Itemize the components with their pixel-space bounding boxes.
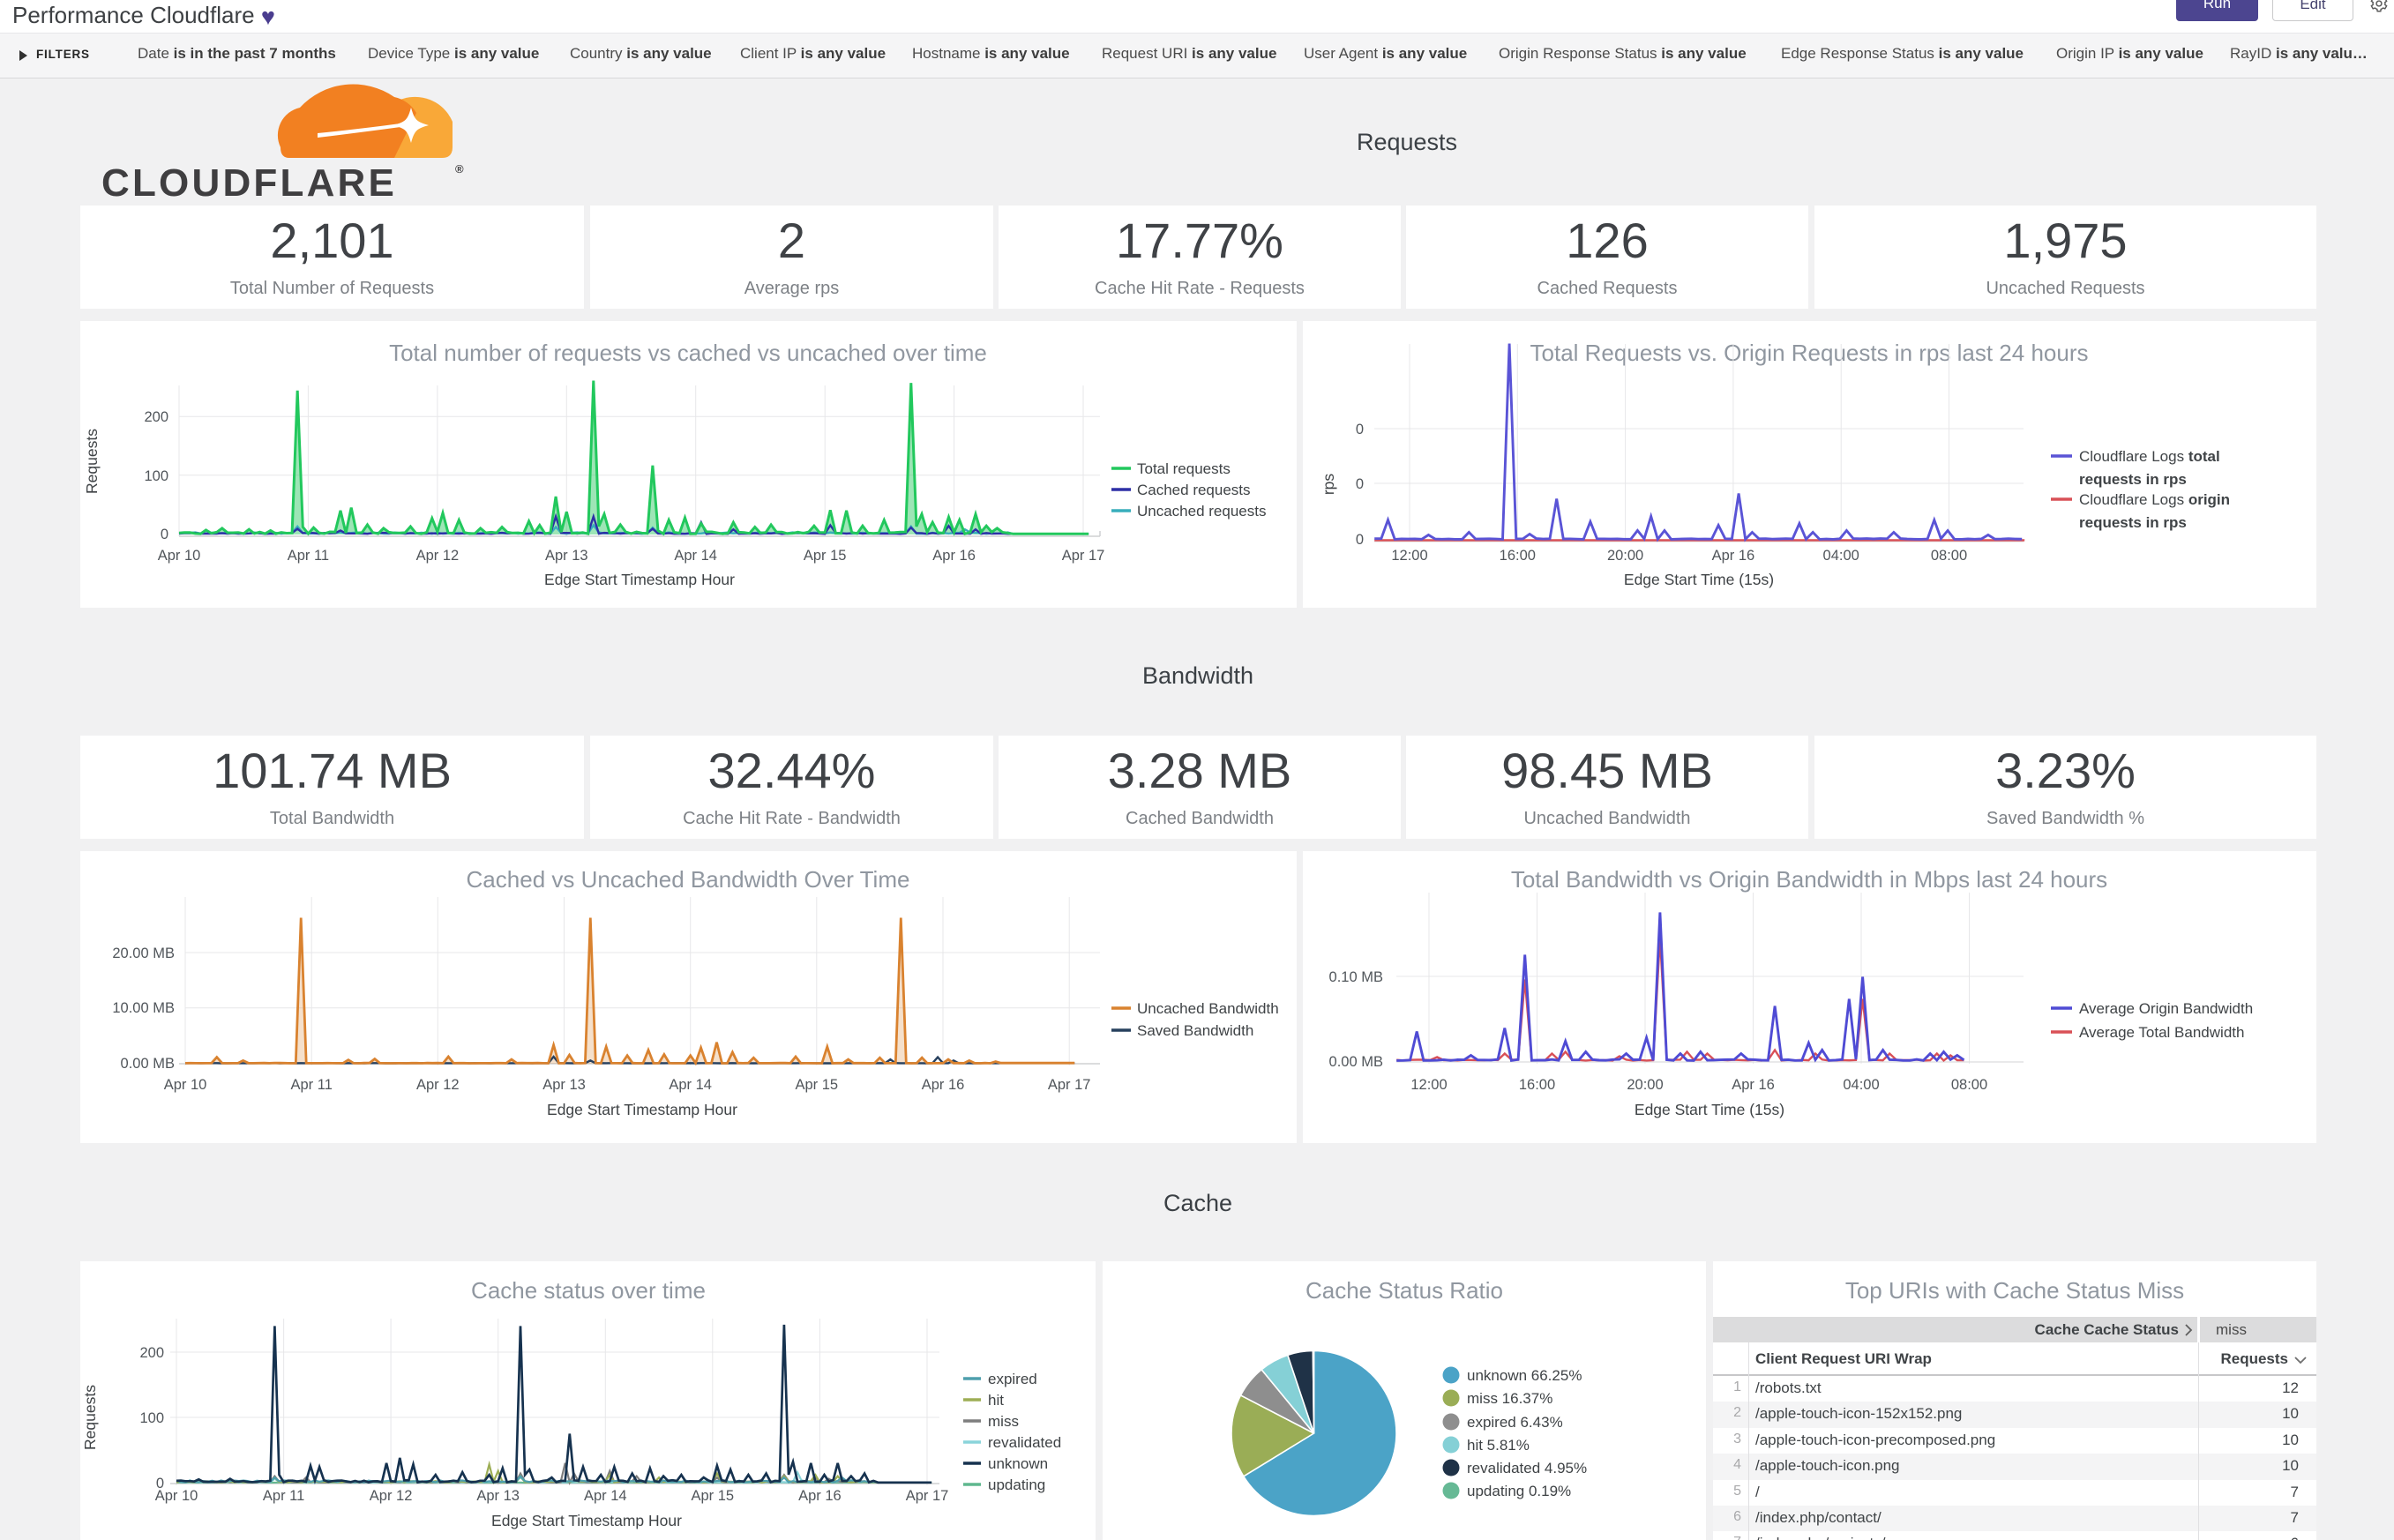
svg-text:®: ® <box>455 162 464 176</box>
svg-text:Edge Start Time (15s): Edge Start Time (15s) <box>1635 1101 1784 1118</box>
svg-text:20.00 MB: 20.00 MB <box>112 946 175 961</box>
svg-text:10.00 MB: 10.00 MB <box>112 1000 175 1016</box>
svg-text:requests in rps: requests in rps <box>2079 471 2187 488</box>
svg-text:Apr 16: Apr 16 <box>1732 1077 1775 1093</box>
svg-text:miss 16.37%: miss 16.37% <box>1467 1390 1552 1407</box>
svg-text:Average Total Bandwidth: Average Total Bandwidth <box>2079 1024 2244 1041</box>
svg-text:16:00: 16:00 <box>1500 548 1536 564</box>
svg-text:Apr 10: Apr 10 <box>155 1488 198 1504</box>
svg-text:Total requests: Total requests <box>1137 460 1231 477</box>
svg-text:100: 100 <box>144 468 168 484</box>
svg-text:Saved Bandwidth: Saved Bandwidth <box>1137 1022 1253 1039</box>
svg-text:Top URIs with Cache Status Mis: Top URIs with Cache Status Miss <box>1845 1277 2184 1304</box>
svg-text:0.00 MB: 0.00 MB <box>1329 1054 1383 1070</box>
svg-text:Apr 13: Apr 13 <box>542 1077 586 1093</box>
svg-text:Apr 14: Apr 14 <box>674 548 717 564</box>
svg-text:Cloudflare Logs origin: Cloudflare Logs origin <box>2079 491 2230 508</box>
svg-text:Total Requests vs. Origin Requ: Total Requests vs. Origin Requests in rp… <box>1530 340 2089 366</box>
svg-text:0: 0 <box>156 1476 164 1491</box>
svg-text:100: 100 <box>139 1410 164 1426</box>
svg-text:Uncached requests: Uncached requests <box>1137 503 1266 520</box>
svg-text:Apr 13: Apr 13 <box>476 1488 520 1504</box>
svg-text:Apr 16: Apr 16 <box>798 1488 842 1504</box>
svg-text:Apr 15: Apr 15 <box>795 1077 838 1093</box>
svg-text:Edge Start Timestamp Hour: Edge Start Timestamp Hour <box>491 1512 682 1529</box>
svg-text:0: 0 <box>1356 476 1364 492</box>
svg-text:Apr 11: Apr 11 <box>291 1077 333 1093</box>
svg-text:0.10 MB: 0.10 MB <box>1329 969 1383 985</box>
svg-text:Total Bandwidth vs Origin Band: Total Bandwidth vs Origin Bandwidth in M… <box>1511 866 2107 893</box>
svg-text:Apr 15: Apr 15 <box>804 548 847 564</box>
svg-text:Apr 13: Apr 13 <box>545 548 588 564</box>
svg-text:hit 5.81%: hit 5.81% <box>1467 1437 1530 1454</box>
svg-text:16:00: 16:00 <box>1519 1077 1555 1093</box>
svg-text:0.00 MB: 0.00 MB <box>121 1056 175 1072</box>
svg-text:Edge Start Timestamp Hour: Edge Start Timestamp Hour <box>547 1101 737 1118</box>
svg-text:12:00: 12:00 <box>1410 1077 1447 1093</box>
svg-text:Cache Status Ratio: Cache Status Ratio <box>1305 1277 1503 1304</box>
svg-text:Total number of requests vs ca: Total number of requests vs cached vs un… <box>389 340 987 366</box>
svg-text:20:00: 20:00 <box>1607 548 1643 564</box>
svg-text:updating: updating <box>988 1476 1045 1493</box>
svg-text:revalidated 4.95%: revalidated 4.95% <box>1467 1460 1587 1476</box>
svg-text:0: 0 <box>161 527 168 542</box>
svg-text:Apr 16: Apr 16 <box>1712 548 1755 564</box>
svg-text:Apr 17: Apr 17 <box>1062 548 1105 564</box>
svg-text:12:00: 12:00 <box>1391 548 1427 564</box>
svg-text:unknown 66.25%: unknown 66.25% <box>1467 1367 1582 1384</box>
svg-text:Apr 17: Apr 17 <box>1048 1077 1091 1093</box>
svg-text:Cached requests: Cached requests <box>1137 482 1251 498</box>
svg-text:expired 6.43%: expired 6.43% <box>1467 1414 1563 1431</box>
svg-text:0: 0 <box>1356 532 1364 548</box>
svg-text:CLOUDFLARE: CLOUDFLARE <box>101 161 397 203</box>
svg-text:hit: hit <box>988 1392 1004 1409</box>
svg-text:Cache status over time: Cache status over time <box>471 1277 706 1304</box>
svg-text:20:00: 20:00 <box>1627 1077 1663 1093</box>
svg-text:Apr 16: Apr 16 <box>932 548 976 564</box>
svg-text:04:00: 04:00 <box>1823 548 1859 564</box>
svg-text:0: 0 <box>1356 422 1364 437</box>
svg-text:expired: expired <box>988 1371 1037 1387</box>
svg-text:Apr 17: Apr 17 <box>906 1488 949 1504</box>
svg-text:Apr 14: Apr 14 <box>669 1077 712 1093</box>
svg-text:Apr 14: Apr 14 <box>584 1488 627 1504</box>
svg-text:Requests: Requests <box>81 1385 99 1450</box>
svg-text:Apr 12: Apr 12 <box>370 1488 413 1504</box>
svg-text:Apr 12: Apr 12 <box>416 1077 460 1093</box>
svg-text:Cached vs Uncached Bandwidth O: Cached vs Uncached Bandwidth Over Time <box>467 866 910 893</box>
svg-text:rps: rps <box>1320 474 1337 496</box>
svg-text:Cloudflare Logs total: Cloudflare Logs total <box>2079 448 2220 465</box>
svg-text:Apr 11: Apr 11 <box>263 1488 304 1504</box>
svg-text:08:00: 08:00 <box>1951 1077 1987 1093</box>
svg-text:updating 0.19%: updating 0.19% <box>1467 1483 1571 1499</box>
svg-text:Apr 15: Apr 15 <box>691 1488 734 1504</box>
svg-text:Average Origin Bandwidth: Average Origin Bandwidth <box>2079 1000 2253 1017</box>
svg-text:200: 200 <box>139 1345 164 1361</box>
svg-text:Apr 11: Apr 11 <box>288 548 329 564</box>
svg-text:Apr 16: Apr 16 <box>922 1077 965 1093</box>
svg-text:200: 200 <box>144 409 168 425</box>
svg-text:Edge Start Timestamp Hour: Edge Start Timestamp Hour <box>544 571 735 588</box>
svg-text:Edge Start Time (15s): Edge Start Time (15s) <box>1624 571 1774 588</box>
svg-text:revalidated: revalidated <box>988 1434 1061 1451</box>
svg-text:unknown: unknown <box>988 1455 1048 1472</box>
svg-text:miss: miss <box>988 1413 1019 1430</box>
svg-text:Uncached Bandwidth: Uncached Bandwidth <box>1137 1000 1279 1017</box>
svg-text:Apr 10: Apr 10 <box>164 1077 207 1093</box>
svg-text:requests in rps: requests in rps <box>2079 514 2187 531</box>
svg-text:08:00: 08:00 <box>1931 548 1967 564</box>
svg-text:04:00: 04:00 <box>1843 1077 1879 1093</box>
svg-text:Apr 12: Apr 12 <box>416 548 460 564</box>
svg-text:Apr 10: Apr 10 <box>158 548 201 564</box>
svg-text:Requests: Requests <box>83 429 101 494</box>
